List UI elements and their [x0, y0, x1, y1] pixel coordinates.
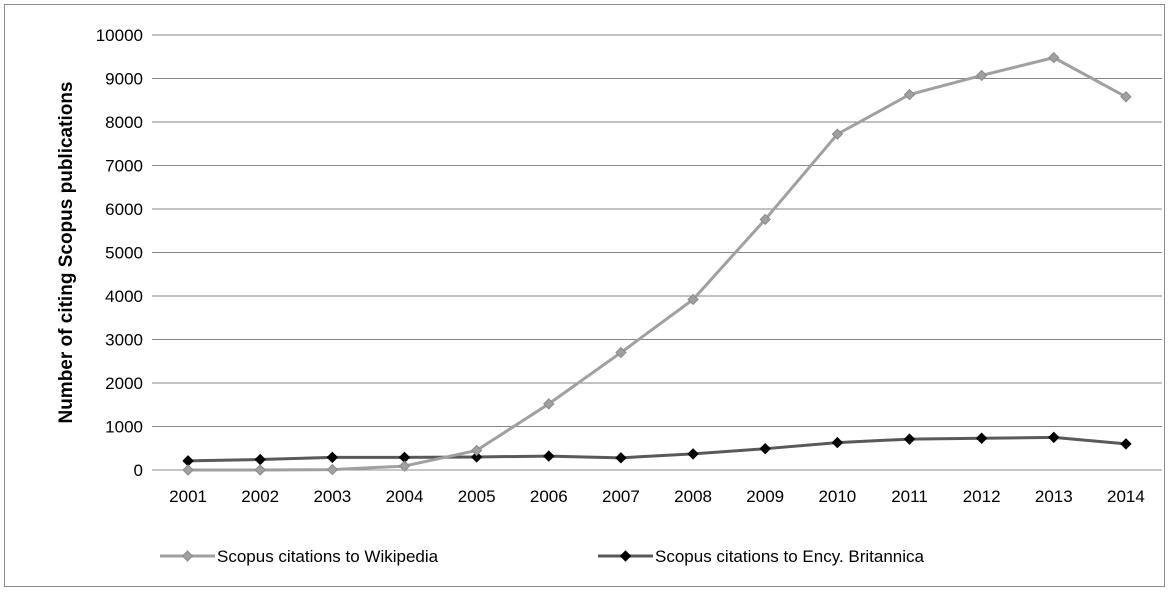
- data-point: [543, 450, 555, 462]
- data-point: [831, 128, 844, 140]
- legend-item: Scopus citations to Ency. Britannica: [598, 547, 925, 566]
- y-tick-label: 2000: [105, 374, 143, 393]
- legend-label: Scopus citations to Ency. Britannica: [655, 547, 925, 566]
- legend-marker: [181, 550, 194, 562]
- series-line: [188, 56, 1127, 472]
- data-point: [1120, 438, 1132, 450]
- series-layer: [182, 51, 1132, 476]
- data-point: [326, 463, 339, 476]
- data-point: [1120, 91, 1132, 103]
- y-tick-label: 10000: [96, 26, 143, 45]
- y-tick-label: 4000: [105, 287, 143, 306]
- legend-item: Scopus citations to Wikipedia: [160, 547, 439, 566]
- y-tick-label: 8000: [105, 113, 143, 132]
- legend-label: Scopus citations to Wikipedia: [217, 547, 439, 566]
- x-tick-label: 2011: [891, 487, 928, 506]
- series-britannica: [182, 431, 1132, 467]
- gridlines: [152, 34, 1162, 471]
- y-tick-label: 3000: [105, 331, 143, 350]
- x-tick-label: 2004: [386, 487, 424, 506]
- data-point: [254, 464, 266, 476]
- x-tick-label: 2007: [602, 487, 640, 506]
- x-tick-label: 2013: [1035, 487, 1073, 506]
- data-point: [903, 433, 916, 445]
- y-tick-labels: 0 1000 2000 3000 4000 5000 6000 7000 8000 9000 100…: [96, 26, 143, 480]
- legend: Scopus citations to Wikipedia Scopus cita…: [160, 547, 925, 566]
- data-point: [326, 451, 339, 464]
- data-point: [543, 398, 555, 410]
- y-tick-label: 6000: [105, 200, 143, 219]
- x-tick-label: 2003: [313, 487, 351, 506]
- data-point: [903, 88, 916, 101]
- data-point: [615, 452, 627, 464]
- x-tick-label: 2010: [818, 487, 856, 506]
- data-point: [759, 213, 771, 226]
- data-point: [470, 444, 483, 457]
- data-point: [687, 448, 699, 460]
- x-tick-label: 2008: [674, 487, 712, 506]
- data-point: [687, 293, 699, 306]
- y-axis-title: Number of citing Scopus publications: [56, 81, 77, 423]
- y-tick-label: 0: [134, 461, 143, 480]
- data-point: [831, 436, 844, 449]
- x-tick-label: 2005: [458, 487, 496, 506]
- x-tick-label: 2014: [1107, 487, 1145, 506]
- data-point: [975, 432, 988, 444]
- series-line: [188, 435, 1127, 463]
- data-point: [975, 69, 988, 82]
- data-point: [1048, 51, 1060, 64]
- data-point: [254, 453, 266, 466]
- y-tick-label: 1000: [105, 418, 143, 437]
- legend-marker: [619, 550, 632, 562]
- x-tick-label: 2002: [241, 487, 279, 506]
- y-tick-label: 5000: [105, 244, 143, 263]
- data-point: [1048, 431, 1060, 444]
- data-point: [470, 451, 483, 463]
- data-point: [182, 464, 194, 476]
- x-tick-label: 2001: [169, 487, 207, 506]
- x-tick-label: 2012: [963, 487, 1001, 506]
- y-tick-label: 9000: [105, 70, 143, 89]
- x-tick-label: 2009: [746, 487, 784, 506]
- x-tick-label: 2006: [530, 487, 568, 506]
- series-wikipedia: [182, 51, 1132, 476]
- data-point: [615, 346, 627, 359]
- x-tick-labels: 2001 2002 2003 2004 2005 2006 2007 2008 2009 2010…: [169, 487, 1145, 506]
- data-point: [398, 460, 411, 472]
- data-point: [759, 442, 771, 455]
- y-tick-label: 7000: [105, 157, 143, 176]
